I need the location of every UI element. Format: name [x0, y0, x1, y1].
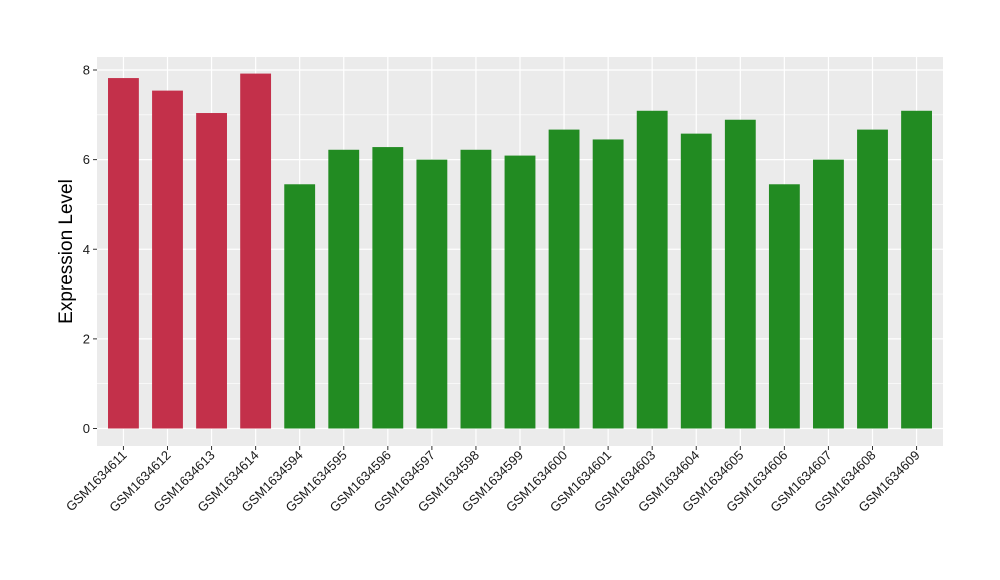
bar-GSM1634609: [901, 110, 932, 429]
bar-GSM1634607: [813, 159, 844, 429]
y-axis-title: Expression Level: [56, 179, 77, 324]
bar-GSM1634594: [284, 184, 316, 429]
bar-GSM1634600: [548, 129, 580, 429]
bar-GSM1634608: [857, 129, 888, 429]
bar-GSM1634605: [724, 119, 756, 429]
bar-GSM1634595: [328, 149, 360, 429]
bar-GSM1634604: [680, 133, 712, 429]
bar-GSM1634614: [240, 73, 272, 429]
bar-GSM1634603: [636, 110, 668, 429]
y-tick-label: 2: [83, 331, 90, 346]
y-tick-label: 4: [83, 242, 90, 257]
bar-GSM1634612: [152, 90, 183, 429]
bar-GSM1634601: [592, 139, 624, 429]
bars: [108, 73, 932, 429]
bar-GSM1634597: [416, 159, 448, 429]
y-tick-label: 8: [83, 63, 90, 78]
bar-GSM1634613: [196, 113, 227, 429]
bar-GSM1634598: [460, 149, 492, 429]
bar-GSM1634606: [768, 184, 800, 429]
bar-GSM1634611: [108, 78, 139, 429]
y-tick-label: 6: [83, 152, 90, 167]
bar-GSM1634599: [504, 155, 536, 429]
y-tick-label: 0: [83, 421, 90, 436]
bar-GSM1634596: [372, 147, 404, 429]
